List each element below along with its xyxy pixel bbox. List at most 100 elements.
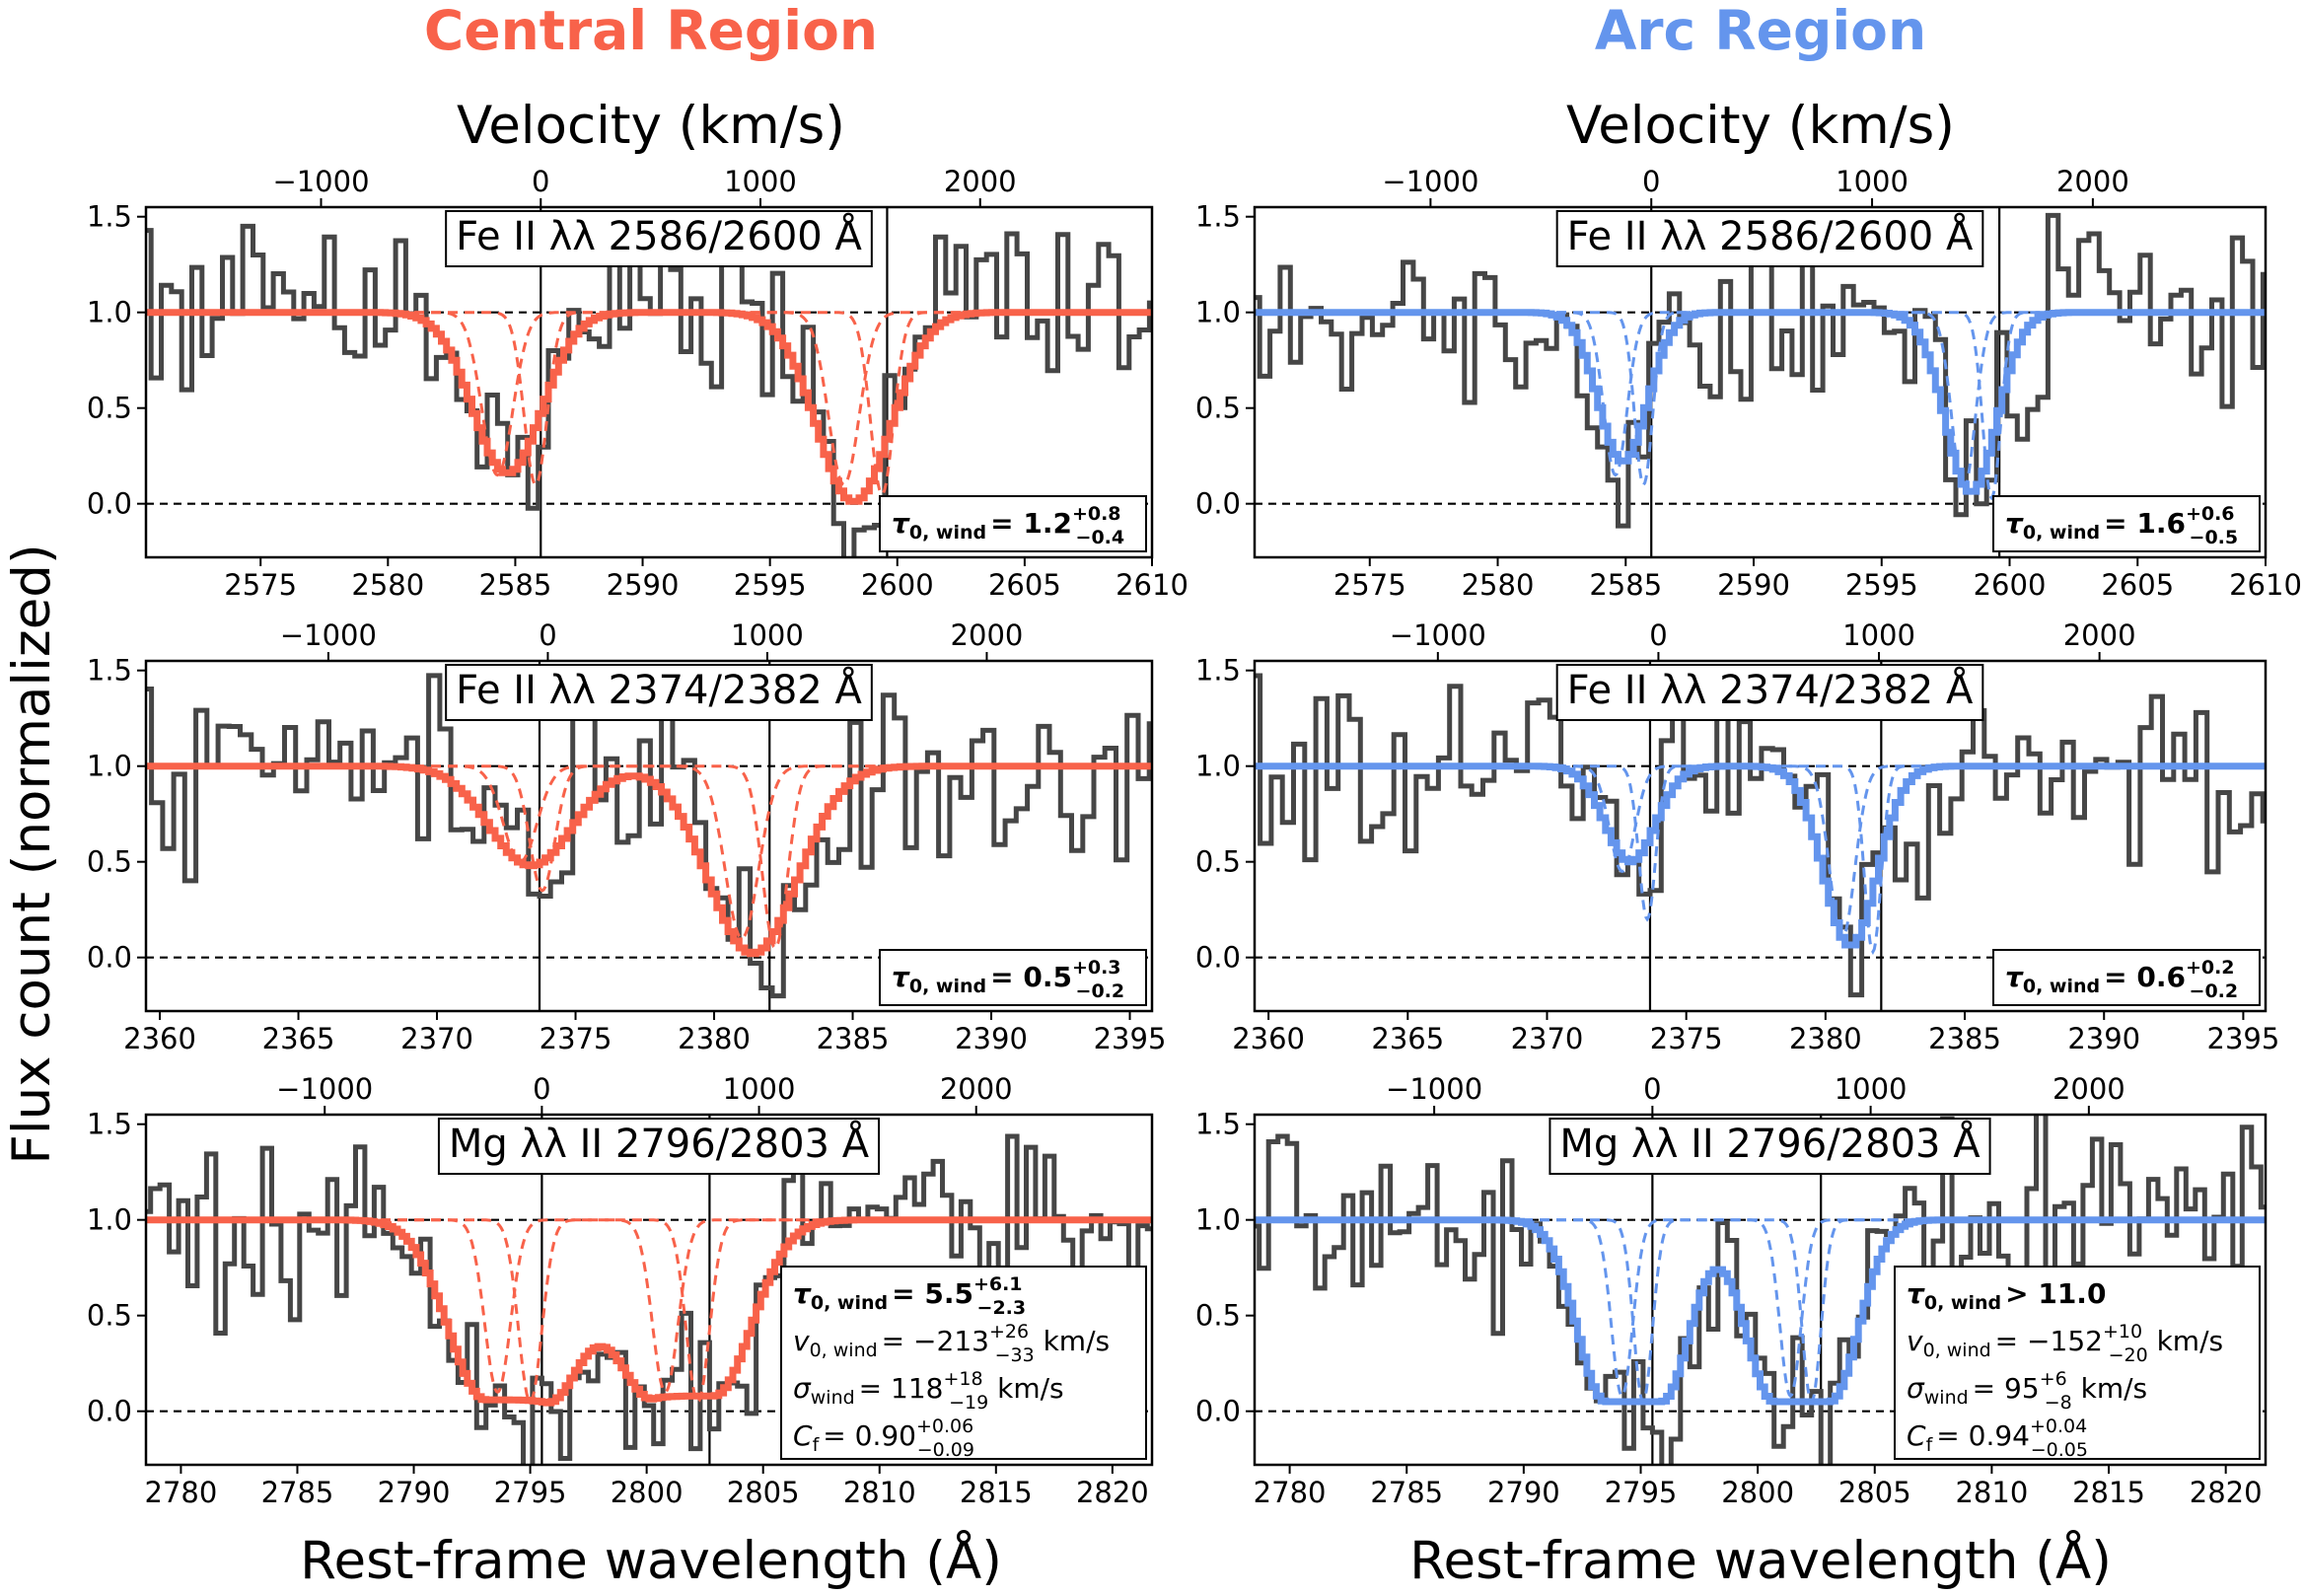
x-tick-label: 2395 — [1094, 1022, 1167, 1055]
parameter-subscript: 0, wind — [909, 976, 986, 997]
x-tick-label: 2360 — [1232, 1022, 1305, 1055]
panel-title-box — [1555, 664, 1984, 721]
velocity-tick-label: −1000 — [1382, 165, 1478, 198]
fit-parameters-box — [780, 1266, 1147, 1460]
x-tick-label: 2785 — [261, 1476, 334, 1509]
x-tick-label: 2800 — [611, 1476, 684, 1509]
x-tick-label: 2790 — [1487, 1476, 1560, 1509]
parameter-line: τ0, wind = 1.6+0.6 −0.5 — [2005, 503, 2238, 548]
top-xlabel-central: Velocity (km/s) — [457, 96, 845, 156]
velocity-tick-label: 2000 — [944, 165, 1017, 198]
parameter-relation: = — [1936, 1419, 1968, 1452]
y-tick-label: 1.0 — [87, 296, 132, 329]
panel-title-box — [445, 210, 873, 267]
parameter-subscript: 0, wind — [810, 1340, 878, 1361]
parameter-line: τ0, wind = 1.2+0.8 −0.4 — [892, 503, 1124, 548]
parameter-value: 118 — [891, 1372, 943, 1405]
fit-parameters: τ0, wind = 5.5+6.1 −2.3v0, wind = −213+26 −3… — [780, 1266, 1147, 1461]
velocity-tick-label: 2000 — [2056, 165, 2129, 198]
axes-frame — [144, 205, 1154, 559]
parameter-line: σwind = 118+18 −19 km/s — [793, 1368, 1064, 1414]
x-tick-label: 2810 — [1955, 1476, 2028, 1509]
velocity-tick-label: 2000 — [940, 1072, 1013, 1106]
x-tick-label: 2780 — [1254, 1476, 1327, 1509]
parameter-symbol: τ — [1907, 1277, 1925, 1310]
x-tick-label: 2385 — [1928, 1022, 2001, 1055]
x-tick-label: 2605 — [2101, 568, 2174, 602]
data-spectrum — [146, 673, 1152, 999]
parameter-value: 0.6 — [2136, 961, 2186, 993]
velocity-tick-label: 1000 — [723, 1072, 796, 1106]
y-tick-label: 0.0 — [1195, 487, 1241, 521]
parameter-value: 1.6 — [2136, 507, 2186, 540]
parameter-lower-error: −0.05 — [2031, 1439, 2088, 1461]
parameter-upper-error: +6.1 — [973, 1273, 1023, 1295]
x-tick-label: 2600 — [861, 568, 934, 602]
parameter-upper-error: +18 — [944, 1368, 983, 1390]
parameter-lower-error: −2.3 — [977, 1297, 1027, 1319]
y-tick-label: 0.5 — [1195, 392, 1241, 425]
velocity-tick-label: −1000 — [1390, 618, 1486, 652]
velocity-tick-label: 2000 — [951, 618, 1024, 652]
fit-parameters: τ0, wind = 0.6+0.2 −0.2 — [1992, 949, 2261, 1006]
panel-title-text: Fe II λλ 2586/2600 Å — [456, 212, 862, 259]
panel-arc-fe2600: 2575 2580 2585 2590 2595 2600 2605 2610 0.0 0.5 1.… — [1195, 165, 2302, 602]
x-tick-label: 2800 — [1721, 1476, 1794, 1509]
parameter-lower-error: −33 — [995, 1344, 1035, 1366]
plot-area — [146, 207, 1152, 557]
parameter-relation: = — [859, 1372, 891, 1405]
velocity-tick-label: 1000 — [731, 618, 804, 652]
x-tick-label: 2585 — [1589, 568, 1662, 602]
velocity-tick-label: 1000 — [1835, 1072, 1908, 1106]
panel-title-box — [445, 664, 873, 721]
x-tick-label: 2595 — [1845, 568, 1918, 602]
panels: 2575 2580 2585 2590 2595 2600 2605 2610 0.0 0.5 1.… — [87, 165, 2302, 1509]
parameter-relation: > — [2005, 1277, 2038, 1310]
x-tick-label: 2375 — [540, 1022, 612, 1055]
parameter-relation: = — [882, 1325, 913, 1357]
velocity-tick-label: 0 — [1649, 618, 1667, 652]
data-spectrum — [146, 1133, 1152, 1465]
parameter-relation: = — [1995, 1325, 2027, 1357]
fit-parameters-box — [1894, 1266, 2261, 1460]
velocity-tick-label: −1000 — [1386, 1072, 1482, 1106]
velocity-tick-label: 0 — [1643, 1072, 1661, 1106]
parameter-symbol: C — [1907, 1419, 1926, 1452]
parameter-subscript: 0, wind — [1924, 1292, 2001, 1314]
parameter-subscript: 0, wind — [811, 1292, 888, 1314]
velocity-tick-label: −1000 — [272, 165, 369, 198]
x-tick-label: 2385 — [817, 1022, 890, 1055]
panel-title: Mg λλ II 2796/2803 Å — [1549, 1118, 1991, 1175]
parameter-subscript: wind — [811, 1387, 855, 1409]
parameter-lower-error: −0.09 — [917, 1439, 974, 1461]
y-tick-label: 0.5 — [87, 845, 132, 879]
x-tick-label: 2610 — [2229, 568, 2302, 602]
fit-parameters-box — [1992, 495, 2261, 552]
parameter-value: 0.94 — [1969, 1419, 2030, 1452]
y-tick-label: 1.5 — [87, 654, 132, 688]
panel-title: Fe II λλ 2374/2382 Å — [445, 664, 873, 721]
x-tick-label: 2780 — [145, 1476, 218, 1509]
panel-title: Fe II λλ 2374/2382 Å — [1555, 664, 1984, 721]
parameter-upper-error: +6 — [2040, 1368, 2067, 1390]
x-tick-label: 2370 — [1511, 1022, 1584, 1055]
parameter-value: 95 — [2004, 1372, 2040, 1405]
x-axis-label-central: Rest-frame wavelength (Å) — [300, 1528, 1002, 1591]
panel-title: Fe II λλ 2586/2600 Å — [445, 210, 873, 267]
parameter-line: τ0, wind > 11.0 — [1907, 1277, 2106, 1314]
velocity-tick-label: 2000 — [2063, 618, 2136, 652]
parameter-upper-error: +0.6 — [2186, 503, 2235, 525]
fit-parameters: τ0, wind = 1.2+0.8 −0.4 — [879, 495, 1147, 552]
axes-frame — [1253, 1113, 2268, 1467]
y-tick-label: 1.5 — [1195, 200, 1241, 234]
parameter-symbol: v — [793, 1325, 810, 1357]
y-tick-label: 0.0 — [87, 941, 132, 975]
axes-frame — [144, 1113, 1154, 1467]
parameter-line: τ0, wind = 0.5+0.3 −0.2 — [892, 957, 1124, 1002]
y-tick-label: 1.0 — [1195, 750, 1241, 783]
velocity-tick-label: −1000 — [276, 1072, 373, 1106]
y-tick-label: 0.5 — [1195, 845, 1241, 879]
x-tick-label: 2575 — [1333, 568, 1406, 602]
x-tick-label: 2820 — [2190, 1476, 2263, 1509]
